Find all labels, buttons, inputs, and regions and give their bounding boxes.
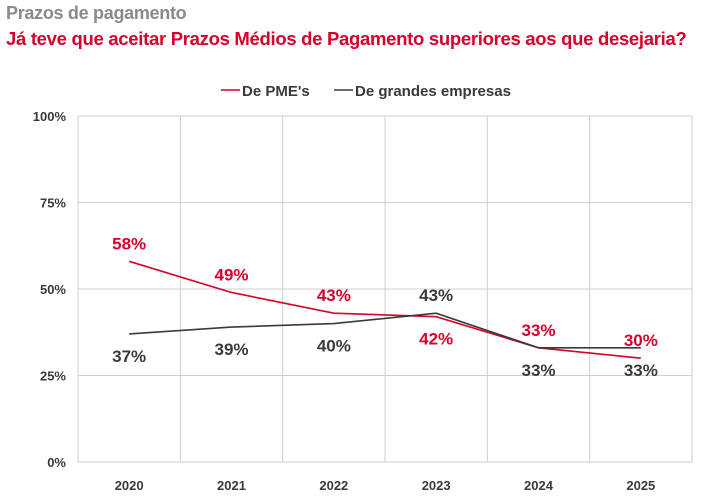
- data-label: 43%: [317, 286, 351, 305]
- data-label: 30%: [624, 331, 658, 350]
- data-label: 39%: [214, 340, 248, 359]
- legend-label-pme: De PME's: [242, 83, 310, 100]
- y-tick-label: 50%: [40, 282, 66, 297]
- data-label: 58%: [112, 234, 146, 253]
- y-tick-label: 75%: [40, 196, 66, 211]
- chart-title: Prazos de pagamento: [6, 3, 187, 23]
- data-label: 33%: [521, 321, 555, 340]
- x-tick-label: 2020: [115, 478, 144, 493]
- data-label: 42%: [419, 330, 453, 349]
- data-label: 33%: [521, 361, 555, 380]
- data-label: 33%: [624, 361, 658, 380]
- legend-label-grandes: De grandes empresas: [355, 83, 511, 100]
- data-label: 37%: [112, 347, 146, 366]
- data-label: 43%: [419, 286, 453, 305]
- data-label: 49%: [214, 265, 248, 284]
- data-label: 40%: [317, 337, 351, 356]
- y-tick-label: 100%: [33, 109, 67, 124]
- y-tick-label: 0%: [47, 455, 66, 470]
- series-line-pme: [128, 260, 641, 359]
- x-tick-label: 2025: [626, 478, 655, 493]
- series-line-grandes: [129, 312, 641, 349]
- chart-subtitle: Já teve que aceitar Prazos Médios de Pag…: [6, 28, 687, 49]
- x-tick-label: 2023: [422, 478, 451, 493]
- x-tick-label: 2024: [524, 478, 554, 493]
- x-tick-label: 2021: [217, 478, 246, 493]
- y-tick-label: 25%: [40, 369, 66, 384]
- x-tick-label: 2022: [319, 478, 348, 493]
- legend: De PME's De grandes empresas: [221, 83, 511, 100]
